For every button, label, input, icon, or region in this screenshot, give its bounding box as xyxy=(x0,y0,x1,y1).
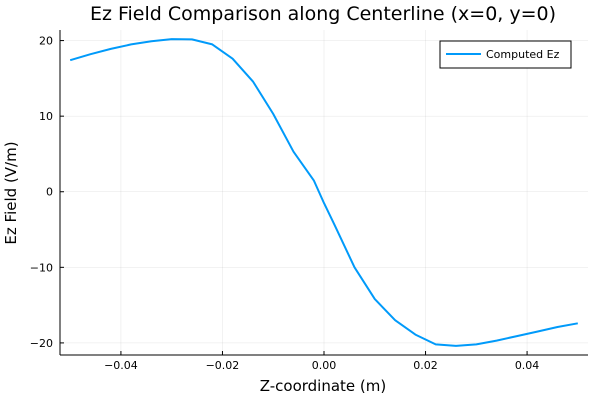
y-tick-label-0: −20 xyxy=(30,337,53,350)
series-line-0 xyxy=(69,38,578,347)
x-tick-label-2: 0.00 xyxy=(312,359,337,372)
grid xyxy=(60,30,588,355)
series xyxy=(69,38,578,347)
chart-title: Ez Field Comparison along Centerline (x=… xyxy=(90,3,556,25)
legend-label: Computed Ez xyxy=(486,48,560,61)
ticks: −0.04 −0.02 0.00 0.02 0.04 −20 −10 0 10 20 xyxy=(30,35,540,372)
y-tick-label-1: −10 xyxy=(30,261,53,274)
y-tick-label-3: 10 xyxy=(39,110,53,123)
y-axis-label: Ez Field (V/m) xyxy=(2,141,20,244)
y-tick-label-4: 20 xyxy=(39,35,53,48)
x-tick-label-1: −0.02 xyxy=(206,359,240,372)
legend: Computed Ez xyxy=(439,40,572,69)
x-tick-label-0: −0.04 xyxy=(104,359,138,372)
y-tick-label-2: 0 xyxy=(46,186,53,199)
x-tick-label-4: 0.04 xyxy=(515,359,540,372)
x-axis-label: Z-coordinate (m) xyxy=(260,377,387,395)
x-tick-label-3: 0.02 xyxy=(413,359,438,372)
